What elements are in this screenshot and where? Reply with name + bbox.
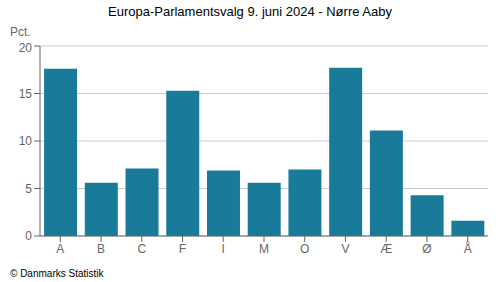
svg-text:V: V [341, 242, 349, 256]
svg-text:F: F [179, 242, 186, 256]
svg-text:Æ: Æ [380, 242, 392, 256]
svg-text:I: I [222, 242, 225, 256]
svg-text:20: 20 [19, 41, 33, 55]
svg-text:Å: Å [464, 241, 472, 256]
svg-text:B: B [97, 242, 105, 256]
svg-text:0: 0 [25, 229, 32, 243]
svg-text:5: 5 [25, 182, 32, 196]
svg-text:O: O [300, 242, 309, 256]
svg-text:M: M [259, 242, 269, 256]
html-text:Europa-Parlamentsvalg 9. juni: Europa-Parlamentsvalg 9. juni 2024 - Nør… [108, 4, 392, 19]
svg-text:Ø: Ø [422, 242, 431, 256]
svg-text:15: 15 [19, 87, 33, 101]
svg-text:C: C [137, 242, 146, 256]
html-text:Pct.: Pct. [10, 25, 31, 39]
svg-text:A: A [56, 242, 64, 256]
svg-text:10: 10 [19, 134, 33, 148]
html-text:© Danmarks Statistik: © Danmarks Statistik [10, 268, 104, 279]
